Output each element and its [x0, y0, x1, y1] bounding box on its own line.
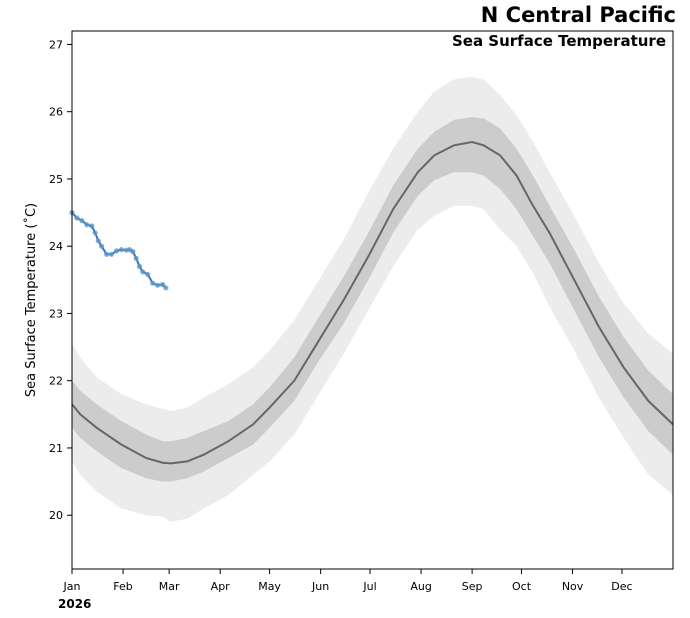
- x-tick-label: Apr: [211, 580, 231, 593]
- x-tick-label: Jun: [311, 580, 329, 593]
- y-tick-label: 21: [49, 442, 63, 455]
- y-tick-label: 25: [49, 173, 63, 186]
- series-2026-point: [89, 223, 95, 229]
- y-tick-label: 22: [49, 375, 63, 388]
- series-2026-point: [74, 215, 80, 221]
- x-tick-label: Nov: [562, 580, 584, 593]
- year-label: 2026: [58, 597, 92, 611]
- series-2026-point: [79, 218, 85, 224]
- series-2026-point: [133, 255, 139, 261]
- series-2026-point: [155, 282, 161, 288]
- climatology-mean-line: [71, 140, 674, 465]
- series-2026-point: [160, 281, 166, 288]
- y-tick-label: 27: [49, 38, 63, 51]
- y-tick-label: 24: [49, 240, 63, 253]
- y-tick-label: 23: [49, 307, 63, 320]
- series-2026-point: [118, 247, 124, 253]
- x-tick-label: Dec: [611, 580, 632, 593]
- series-2026-point: [92, 230, 98, 236]
- x-tick-label: Aug: [410, 580, 431, 593]
- series-2026-point: [104, 251, 110, 257]
- series-2026-point: [113, 248, 120, 254]
- series-2026-point: [84, 222, 90, 228]
- x-tick-label: Feb: [113, 580, 132, 593]
- x-tick-label: Sep: [462, 580, 483, 593]
- x-tick-label: May: [258, 580, 281, 593]
- plot-frame: [71, 30, 674, 570]
- series-2026-point: [140, 269, 146, 275]
- series-2026-point: [136, 263, 143, 269]
- x-tick-label: Jan: [63, 580, 81, 593]
- x-tick-label: Oct: [512, 580, 532, 593]
- series-2026-point: [130, 249, 136, 255]
- x-tick-label: Jul: [362, 580, 376, 593]
- series-2026-point: [95, 238, 101, 244]
- y-tick-label: 20: [49, 509, 63, 522]
- y-tick-label: 26: [49, 106, 63, 119]
- y-axis-label: Sea Surface Temperature (˚C): [23, 203, 39, 397]
- series-2026-point: [108, 251, 115, 257]
- series-2026-point: [145, 271, 151, 277]
- series-2026-point: [150, 280, 156, 286]
- x-tick-label: Mar: [159, 580, 180, 593]
- series-2026-point: [163, 285, 169, 291]
- chart-title: N Central Pacific: [480, 3, 676, 27]
- series-2026-point: [99, 243, 105, 249]
- chart-subtitle: Sea Surface Temperature: [451, 32, 666, 50]
- climatology-inner-band: [72, 117, 673, 482]
